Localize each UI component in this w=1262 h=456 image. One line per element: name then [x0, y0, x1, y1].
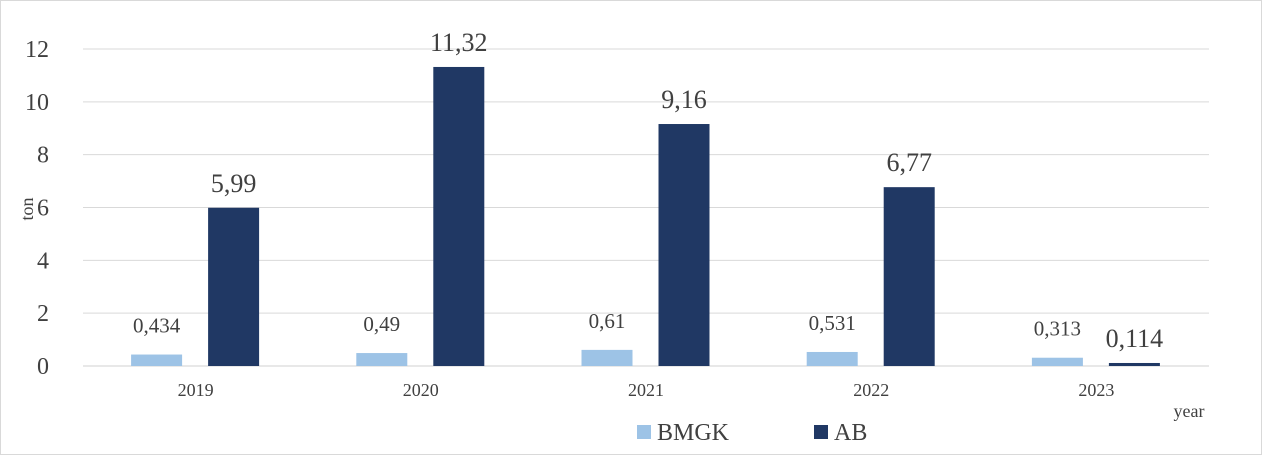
legend-label-ab: AB [834, 420, 867, 446]
data-label-ab-2023: 0,114 [1106, 324, 1164, 353]
data-label-bmgk-2023: 0,313 [1034, 317, 1081, 341]
bar-bmgk-2021 [581, 349, 633, 366]
x-axis-title: year [1174, 401, 1205, 421]
y-tick-label: 0 [37, 354, 49, 380]
y-tick-label: 12 [25, 37, 49, 63]
x-tick-label: 2019 [178, 380, 214, 400]
data-label-bmgk-2022: 0,531 [809, 311, 856, 335]
y-tick-label: 8 [37, 143, 49, 169]
x-tick-label: 2020 [403, 380, 439, 400]
data-label-bmgk-2021: 0,61 [589, 309, 626, 333]
y-tick-label: 6 [37, 196, 49, 222]
y-axis-title: ton [17, 197, 37, 220]
bar-bmgk-2020 [356, 353, 408, 366]
bar-ab-2021 [658, 124, 710, 366]
data-label-ab-2021: 9,16 [661, 85, 707, 114]
bar-bmgk-2023 [1031, 357, 1083, 366]
legend-swatch-ab [814, 425, 828, 439]
bar-ab-2022 [883, 187, 935, 366]
y-tick-label: 10 [25, 90, 49, 116]
bar-ab-2023 [1108, 362, 1160, 366]
data-label-ab-2019: 5,99 [211, 169, 257, 198]
x-tick-label: 2023 [1078, 380, 1114, 400]
y-tick-label: 4 [37, 248, 49, 274]
x-tick-label: 2021 [628, 380, 664, 400]
bar-bmgk-2019 [131, 354, 183, 366]
data-label-ab-2022: 6,77 [886, 148, 932, 177]
data-label-bmgk-2019: 0,434 [133, 314, 181, 338]
data-label-ab-2020: 11,32 [430, 28, 488, 57]
data-label-bmgk-2020: 0,49 [363, 312, 400, 336]
bar-ab-2020 [433, 66, 485, 367]
y-tick-label: 2 [37, 301, 49, 327]
bar-bmgk-2022 [806, 351, 858, 366]
legend-label-bmgk: BMGK [657, 420, 730, 446]
bar-ab-2019 [208, 207, 260, 366]
x-tick-label: 2022 [853, 380, 889, 400]
legend-swatch-bmgk [637, 425, 651, 439]
